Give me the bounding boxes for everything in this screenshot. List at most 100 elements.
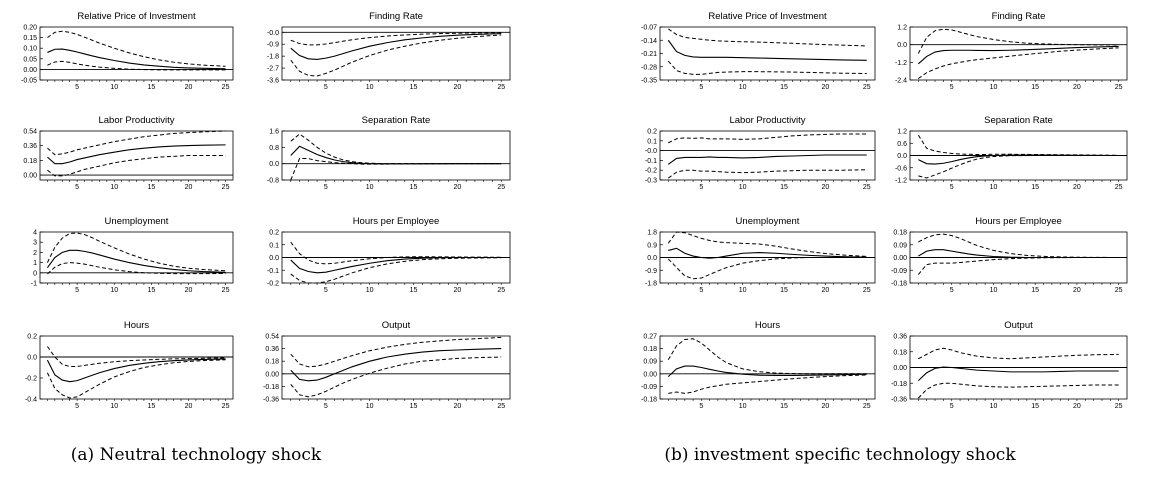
lower-band-line — [917, 382, 1119, 399]
lower-band-line — [290, 356, 502, 398]
lower-band-line — [290, 257, 502, 284]
x-tick-label: 10 — [110, 84, 118, 91]
y-tick-label: 0.18 — [643, 346, 657, 353]
x-tick-label: 25 — [863, 184, 871, 191]
irf-line — [290, 33, 502, 61]
y-tick-label: -0.9 — [267, 42, 279, 49]
x-tick-label: 15 — [410, 84, 418, 91]
y-tick-label: 0.0 — [647, 255, 657, 262]
panel-title: Relative Price of Investment — [708, 11, 827, 22]
x-tick-label: 15 — [1031, 184, 1039, 191]
y-tick-label: -3.6 — [267, 78, 279, 85]
upper-band-line — [47, 346, 226, 367]
y-tick-label: -0.09 — [891, 268, 907, 275]
x-tick-label: 25 — [1115, 184, 1123, 191]
y-tick-label: 1 — [33, 260, 37, 267]
upper-band-line — [918, 233, 1119, 258]
y-tick-label: -0.18 — [891, 381, 907, 388]
panel-grid: Relative Price of Investment -0.0 5 0.00 0.0… — [21, 11, 1128, 410]
irf-line — [47, 48, 226, 70]
irf-line — [918, 154, 1119, 165]
plot-frame — [659, 335, 876, 400]
caption-investment-shock: (b) investment specific technology shock — [664, 445, 1016, 465]
y-tick-label: 0.2 — [27, 334, 37, 341]
y-tick-label: -0.3 — [645, 178, 657, 185]
y-tick-label: -0.21 — [641, 51, 657, 58]
x-tick-label: 15 — [410, 184, 418, 191]
panel-a-7: Output -0.36 -0.18 0.00 0.18 0.36 0.54 5 10 15 20 2… — [263, 320, 511, 410]
panel-title: Labor Productivity — [98, 115, 174, 126]
y-tick-label: -1.2 — [895, 60, 907, 67]
x-tick-label: 10 — [739, 287, 747, 294]
irf-line — [667, 365, 867, 378]
y-tick-label: 0.00 — [23, 173, 37, 180]
x-tick-label: 10 — [739, 403, 747, 410]
x-tick-label: 20 — [821, 184, 829, 191]
upper-band-line — [46, 232, 226, 272]
panel-b-10: Labor Productivity -0.3 -0.2 -0.1 -0.0 0.1 0.2… — [645, 115, 876, 191]
y-tick-label: -0.36 — [263, 397, 279, 404]
panel-a-3: Separation Rate -0.8 0.0 0.8 1.6 5 10 15 20 25 — [267, 115, 511, 191]
x-tick-label: 15 — [147, 287, 155, 294]
upper-band-line — [667, 28, 867, 47]
y-tick-label: 0.1 — [647, 138, 657, 145]
x-tick-label: 5 — [699, 287, 703, 294]
x-tick-label: 15 — [780, 184, 788, 191]
x-tick-label: 10 — [990, 287, 998, 294]
lower-band-line — [47, 155, 226, 177]
x-tick-label: 5 — [324, 184, 328, 191]
x-tick-label: 10 — [366, 184, 374, 191]
lower-band-line — [46, 359, 226, 399]
irf-line — [47, 144, 226, 165]
x-tick-label: 20 — [185, 403, 193, 410]
x-tick-label: 10 — [110, 184, 118, 191]
x-tick-label: 15 — [147, 84, 155, 91]
lower-band-line — [667, 169, 867, 179]
irf-line — [918, 249, 1119, 259]
y-tick-label: 0.54 — [23, 129, 37, 136]
y-tick-label: 0.36 — [265, 346, 279, 353]
x-tick-label: 25 — [497, 403, 505, 410]
y-tick-label: 2 — [33, 250, 37, 257]
y-tick-label: -0.4 — [25, 397, 37, 404]
y-tick-label: 0.36 — [23, 143, 37, 150]
panel-title: Labor Productivity — [729, 115, 805, 126]
x-tick-label: 25 — [1115, 403, 1123, 410]
x-tick-label: 10 — [990, 184, 998, 191]
x-tick-label: 25 — [863, 287, 871, 294]
x-tick-label: 25 — [863, 403, 871, 410]
irf-line — [668, 247, 867, 259]
irf-line — [667, 154, 867, 165]
y-tick-label: 0.8 — [269, 145, 279, 152]
plot-frame — [281, 130, 511, 181]
x-tick-label: 20 — [453, 84, 461, 91]
upper-band-line — [668, 133, 867, 144]
y-tick-label: -0.0 — [645, 148, 657, 155]
x-tick-label: 5 — [699, 403, 703, 410]
lower-band-line — [917, 257, 1119, 275]
irf-line — [917, 45, 1119, 65]
y-tick-label: 1.2 — [897, 129, 907, 136]
y-tick-label: -0.2 — [267, 281, 279, 288]
lower-band-line — [290, 34, 502, 77]
irf-line — [917, 366, 1119, 382]
y-tick-label: -0.36 — [891, 397, 907, 404]
y-tick-label: 0.1 — [269, 242, 279, 249]
x-tick-label: 20 — [185, 184, 193, 191]
x-tick-label: 20 — [821, 84, 829, 91]
x-tick-label: 5 — [950, 184, 954, 191]
y-tick-label: 0.20 — [23, 25, 37, 32]
x-tick-label: 15 — [410, 403, 418, 410]
y-tick-label: 0.10 — [23, 46, 37, 53]
plot-frame — [281, 26, 511, 81]
x-tick-label: 25 — [222, 84, 230, 91]
panel-a-0: Relative Price of Investment -0.05 0.00 0.0… — [21, 11, 234, 91]
y-tick-label: 0.05 — [23, 56, 37, 63]
y-tick-label: -2.7 — [267, 66, 279, 73]
x-tick-label: 5 — [699, 184, 703, 191]
x-tick-label: 5 — [75, 84, 79, 91]
plot-frame — [909, 26, 1128, 81]
x-tick-label: 25 — [1115, 287, 1123, 294]
x-tick-label: 10 — [110, 403, 118, 410]
